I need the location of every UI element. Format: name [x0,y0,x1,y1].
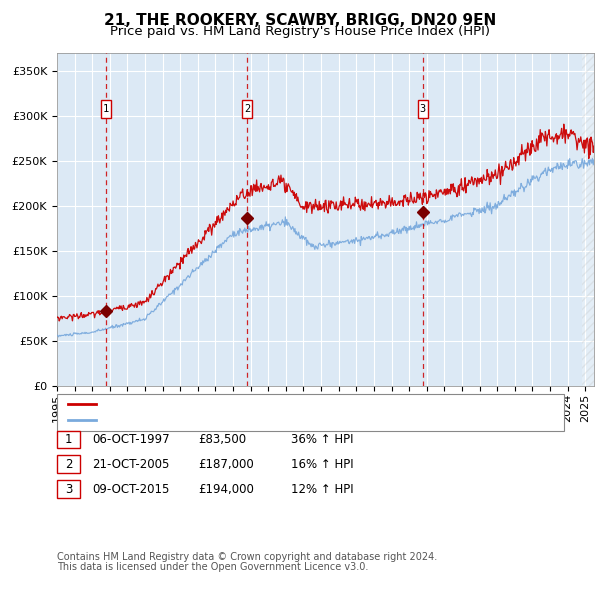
Text: 21-OCT-2005: 21-OCT-2005 [92,458,169,471]
Text: 09-OCT-2015: 09-OCT-2015 [92,483,169,496]
FancyBboxPatch shape [101,100,110,118]
Text: £83,500: £83,500 [198,433,246,446]
Text: HPI: Average price, detached house, North Lincolnshire: HPI: Average price, detached house, Nort… [102,414,428,427]
Text: Price paid vs. HM Land Registry's House Price Index (HPI): Price paid vs. HM Land Registry's House … [110,25,490,38]
Text: 16% ↑ HPI: 16% ↑ HPI [291,458,353,471]
Text: 3: 3 [420,103,426,113]
FancyBboxPatch shape [242,100,252,118]
Text: £187,000: £187,000 [198,458,254,471]
Text: 06-OCT-1997: 06-OCT-1997 [92,433,169,446]
Text: This data is licensed under the Open Government Licence v3.0.: This data is licensed under the Open Gov… [57,562,368,572]
Text: 21, THE ROOKERY, SCAWBY, BRIGG, DN20 9EN: 21, THE ROOKERY, SCAWBY, BRIGG, DN20 9EN [104,13,496,28]
Text: 1: 1 [103,103,109,113]
Polygon shape [582,53,594,386]
Text: 2: 2 [244,103,250,113]
Text: 1: 1 [65,433,72,446]
Text: 3: 3 [65,483,72,496]
Text: 2: 2 [65,458,72,471]
Text: 21, THE ROOKERY, SCAWBY, BRIGG, DN20 9EN (detached house): 21, THE ROOKERY, SCAWBY, BRIGG, DN20 9EN… [102,398,485,411]
Text: 36% ↑ HPI: 36% ↑ HPI [291,433,353,446]
Text: £194,000: £194,000 [198,483,254,496]
Text: 12% ↑ HPI: 12% ↑ HPI [291,483,353,496]
Text: Contains HM Land Registry data © Crown copyright and database right 2024.: Contains HM Land Registry data © Crown c… [57,552,437,562]
FancyBboxPatch shape [418,100,428,118]
